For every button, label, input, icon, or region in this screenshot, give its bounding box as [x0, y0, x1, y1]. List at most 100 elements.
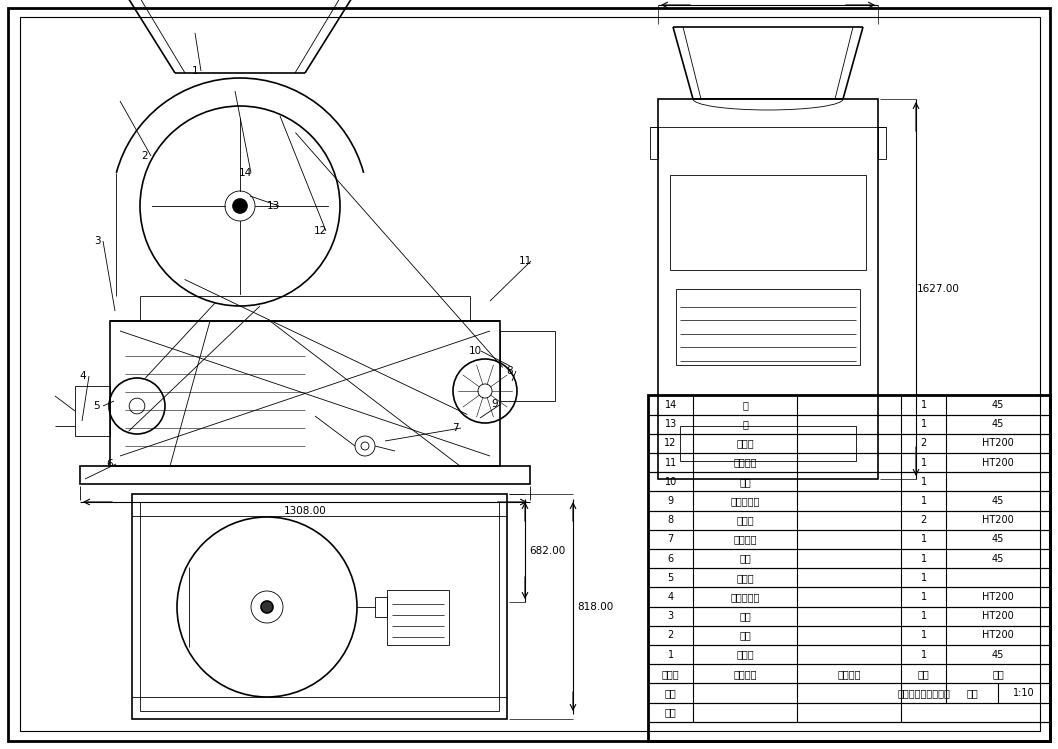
Text: HT200: HT200: [982, 611, 1014, 621]
Text: 11: 11: [518, 256, 531, 266]
Text: 5: 5: [668, 573, 674, 583]
Bar: [647, 587, 1050, 607]
Text: 818.00: 818.00: [577, 602, 614, 612]
Text: 1: 1: [920, 400, 927, 410]
Bar: [647, 722, 1050, 741]
Text: 1: 1: [920, 592, 927, 602]
Bar: [658, 99, 878, 479]
Text: HT200: HT200: [982, 631, 1014, 640]
Bar: [647, 415, 1050, 434]
Bar: [647, 472, 1050, 491]
Bar: [647, 453, 1050, 472]
Bar: [647, 626, 1050, 645]
Text: 45: 45: [991, 496, 1004, 506]
Text: 10: 10: [469, 346, 481, 356]
Text: 风机: 风机: [740, 477, 751, 487]
Bar: [647, 664, 1050, 683]
Text: 电动机: 电动机: [736, 573, 754, 583]
Text: 1: 1: [920, 554, 927, 563]
Text: 8: 8: [507, 366, 513, 376]
Bar: [647, 703, 1050, 722]
Text: 45: 45: [991, 649, 1004, 660]
Text: 9: 9: [668, 496, 674, 506]
Bar: [647, 491, 1050, 511]
Text: 3: 3: [668, 611, 674, 621]
Text: 制图: 制图: [664, 688, 676, 698]
Text: 4: 4: [79, 371, 87, 381]
Text: 大带轮: 大带轮: [736, 438, 754, 449]
Bar: [647, 434, 1050, 453]
Text: 8: 8: [668, 515, 674, 525]
Text: HT200: HT200: [982, 438, 1014, 449]
Text: 轴: 轴: [742, 419, 748, 429]
Text: 1: 1: [920, 631, 927, 640]
Text: 1: 1: [920, 477, 927, 487]
Bar: [670, 175, 867, 270]
Text: 1: 1: [668, 649, 674, 660]
Text: 1: 1: [920, 534, 927, 545]
Text: 45: 45: [991, 554, 1004, 563]
Bar: [647, 568, 1050, 587]
Text: 550.00: 550.00: [750, 0, 786, 1]
Text: 9: 9: [492, 399, 498, 409]
Text: 12: 12: [313, 226, 327, 236]
Text: 13: 13: [267, 201, 279, 211]
Text: 1308.00: 1308.00: [284, 506, 326, 516]
Text: 项目号: 项目号: [661, 669, 679, 679]
Text: 2: 2: [668, 631, 674, 640]
Bar: [676, 289, 860, 365]
Bar: [500, 331, 555, 401]
Circle shape: [233, 199, 247, 213]
Text: 45: 45: [991, 419, 1004, 429]
Bar: [680, 426, 856, 461]
Text: HT200: HT200: [982, 458, 1014, 467]
Text: 10: 10: [664, 477, 677, 487]
Text: 数量: 数量: [917, 669, 929, 679]
Text: 6: 6: [107, 459, 113, 469]
Bar: [375, 597, 387, 617]
Bar: [647, 395, 1050, 415]
Text: 45: 45: [991, 534, 1004, 545]
Bar: [647, 549, 1050, 568]
Text: 1: 1: [920, 419, 927, 429]
Text: 箱座: 箱座: [740, 611, 751, 621]
Text: 2: 2: [920, 515, 927, 525]
Text: 12: 12: [664, 438, 677, 449]
Bar: [80, 466, 530, 484]
Text: 1: 1: [920, 458, 927, 467]
Bar: [650, 127, 658, 159]
Text: 13: 13: [664, 419, 677, 429]
Bar: [647, 530, 1050, 549]
Text: 进料斗: 进料斗: [736, 649, 754, 660]
Text: 1: 1: [920, 611, 927, 621]
Text: 7: 7: [668, 534, 674, 545]
Text: 7: 7: [452, 423, 458, 433]
Text: 2: 2: [142, 151, 148, 161]
Circle shape: [261, 601, 273, 613]
Bar: [387, 590, 449, 645]
Text: 1: 1: [920, 649, 927, 660]
Text: 3: 3: [94, 236, 101, 246]
Bar: [878, 127, 886, 159]
Text: 零件代号: 零件代号: [837, 669, 861, 679]
Text: 机架: 机架: [740, 554, 751, 563]
Text: 6: 6: [668, 554, 674, 563]
Text: 小带轮: 小带轮: [736, 515, 754, 525]
Text: 1: 1: [920, 496, 927, 506]
Text: 审核: 审核: [664, 707, 676, 718]
Text: 45: 45: [991, 400, 1004, 410]
Text: 14: 14: [238, 168, 252, 178]
Bar: [647, 607, 1050, 626]
Bar: [110, 321, 500, 466]
Text: 1: 1: [191, 66, 198, 76]
Text: 4: 4: [668, 592, 674, 602]
Text: 1: 1: [920, 573, 927, 583]
Text: 材料: 材料: [992, 669, 1004, 679]
Text: 键: 键: [742, 400, 748, 410]
Text: HT200: HT200: [982, 515, 1014, 525]
Text: 花生壳出口: 花生壳出口: [730, 592, 760, 602]
Text: 零件名称: 零件名称: [733, 669, 756, 679]
Text: 11: 11: [664, 458, 677, 467]
Text: 风控开关: 风控开关: [733, 458, 756, 467]
Text: 14: 14: [664, 400, 677, 410]
